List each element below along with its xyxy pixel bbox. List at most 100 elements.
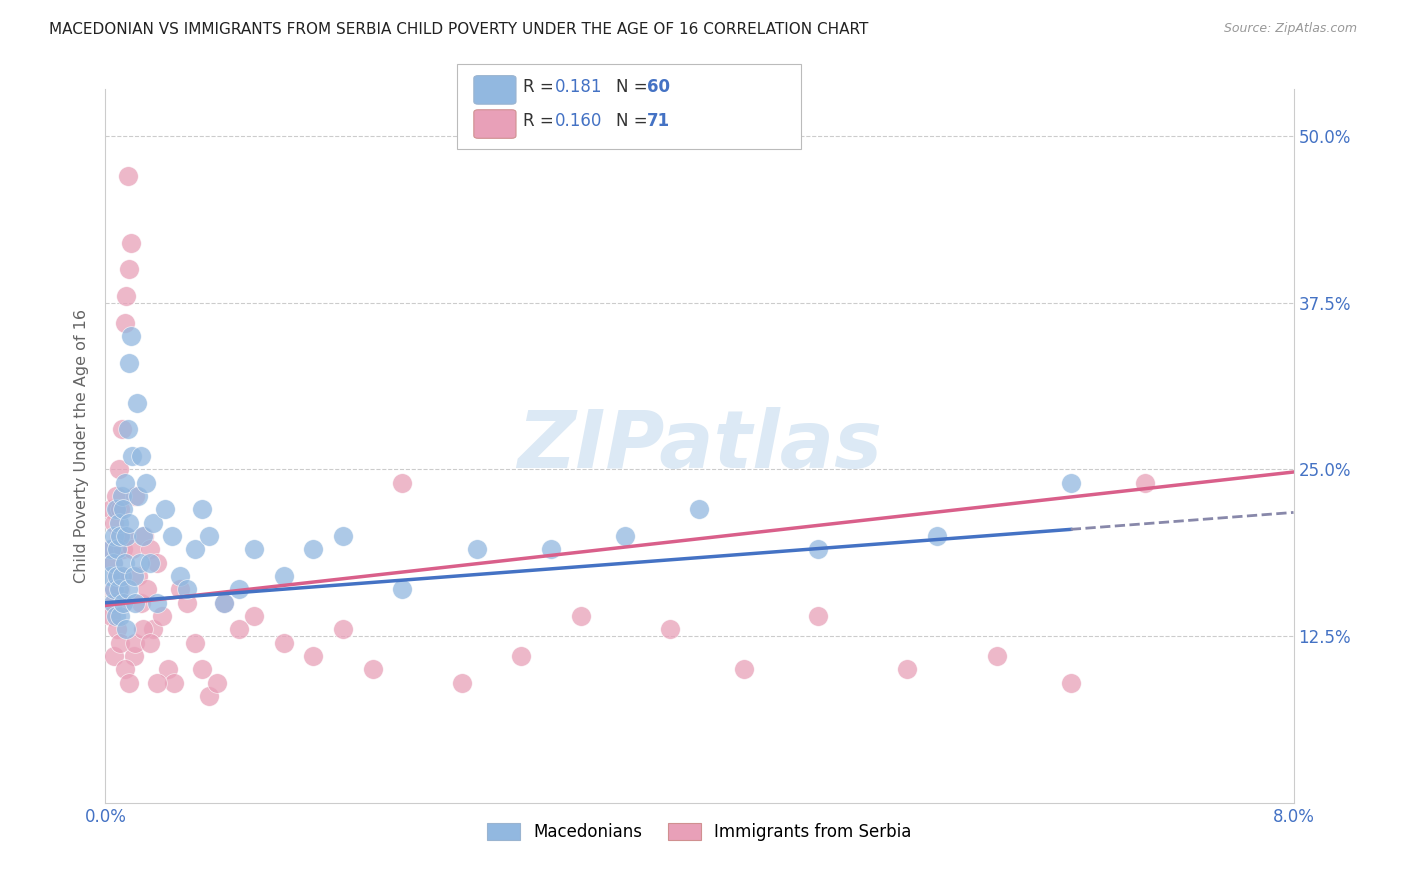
Point xyxy=(465,542,488,557)
Point xyxy=(104,502,127,516)
Point xyxy=(115,289,138,303)
Point xyxy=(120,329,142,343)
Point xyxy=(176,596,198,610)
Point xyxy=(105,542,128,557)
Point xyxy=(115,623,138,637)
Point xyxy=(156,662,179,676)
Point xyxy=(129,449,152,463)
Point xyxy=(1133,475,1156,490)
Point xyxy=(114,475,136,490)
Point xyxy=(129,596,152,610)
Point xyxy=(228,623,250,637)
Point xyxy=(105,623,128,637)
Point xyxy=(101,556,124,570)
Point xyxy=(302,649,325,664)
Point xyxy=(150,609,173,624)
Point xyxy=(111,569,134,583)
Point xyxy=(98,542,121,557)
Point xyxy=(132,529,155,543)
Point xyxy=(112,596,135,610)
Point xyxy=(450,675,472,690)
Point xyxy=(243,542,266,557)
Point xyxy=(569,609,592,624)
Point xyxy=(101,596,124,610)
Point xyxy=(115,529,138,543)
Point xyxy=(112,596,135,610)
Point xyxy=(117,582,139,597)
Text: R =: R = xyxy=(523,78,560,96)
Point xyxy=(198,689,221,703)
Point xyxy=(540,542,562,557)
Point xyxy=(104,569,127,583)
Point xyxy=(205,675,228,690)
Point xyxy=(103,516,125,530)
Point xyxy=(658,623,681,637)
Point xyxy=(273,636,295,650)
Point xyxy=(104,609,127,624)
Point xyxy=(1060,675,1083,690)
Point xyxy=(118,675,141,690)
Point xyxy=(689,502,711,516)
Point xyxy=(105,569,128,583)
Point xyxy=(927,529,949,543)
Point xyxy=(146,596,169,610)
Point xyxy=(112,502,135,516)
Text: Source: ZipAtlas.com: Source: ZipAtlas.com xyxy=(1223,22,1357,36)
Point xyxy=(108,462,131,476)
Point xyxy=(103,582,125,597)
Text: 0.181: 0.181 xyxy=(555,78,603,96)
Point xyxy=(100,609,122,624)
Point xyxy=(111,489,134,503)
Point xyxy=(131,529,153,543)
Point xyxy=(176,582,198,597)
Point xyxy=(101,582,124,597)
Point xyxy=(361,662,384,676)
Text: N =: N = xyxy=(616,78,652,96)
Point xyxy=(124,489,146,503)
Point xyxy=(243,609,266,624)
Point xyxy=(135,475,157,490)
Point xyxy=(1060,475,1083,490)
Point xyxy=(228,582,250,597)
Point xyxy=(100,542,122,557)
Legend: Macedonians, Immigrants from Serbia: Macedonians, Immigrants from Serbia xyxy=(481,816,918,848)
Point xyxy=(169,582,191,597)
Point xyxy=(733,662,755,676)
Point xyxy=(214,596,236,610)
Point xyxy=(105,502,128,516)
Point xyxy=(101,556,124,570)
Point xyxy=(183,542,205,557)
Point xyxy=(121,542,143,557)
Point xyxy=(807,542,830,557)
Y-axis label: Child Poverty Under the Age of 16: Child Poverty Under the Age of 16 xyxy=(73,309,89,583)
Point xyxy=(127,489,149,503)
Point xyxy=(111,569,134,583)
Point xyxy=(131,623,153,637)
Point xyxy=(121,449,143,463)
Point xyxy=(124,596,146,610)
Point xyxy=(114,316,136,330)
Point xyxy=(273,569,295,583)
Point xyxy=(128,556,150,570)
Point xyxy=(146,675,169,690)
Point xyxy=(169,569,191,583)
Point xyxy=(510,649,533,664)
Point xyxy=(114,662,136,676)
Point xyxy=(614,529,637,543)
Text: 0.160: 0.160 xyxy=(555,112,603,130)
Point xyxy=(103,596,125,610)
Point xyxy=(110,582,132,597)
Point xyxy=(191,502,214,516)
Point xyxy=(986,649,1008,664)
Point xyxy=(332,529,354,543)
Point xyxy=(118,356,141,370)
Point xyxy=(302,542,325,557)
Point xyxy=(120,235,142,250)
Text: MACEDONIAN VS IMMIGRANTS FROM SERBIA CHILD POVERTY UNDER THE AGE OF 16 CORRELATI: MACEDONIAN VS IMMIGRANTS FROM SERBIA CHI… xyxy=(49,22,869,37)
Point xyxy=(108,516,131,530)
Point xyxy=(114,529,136,543)
Point xyxy=(198,529,221,543)
Point xyxy=(100,502,122,516)
Point xyxy=(112,542,135,557)
Point xyxy=(146,556,169,570)
